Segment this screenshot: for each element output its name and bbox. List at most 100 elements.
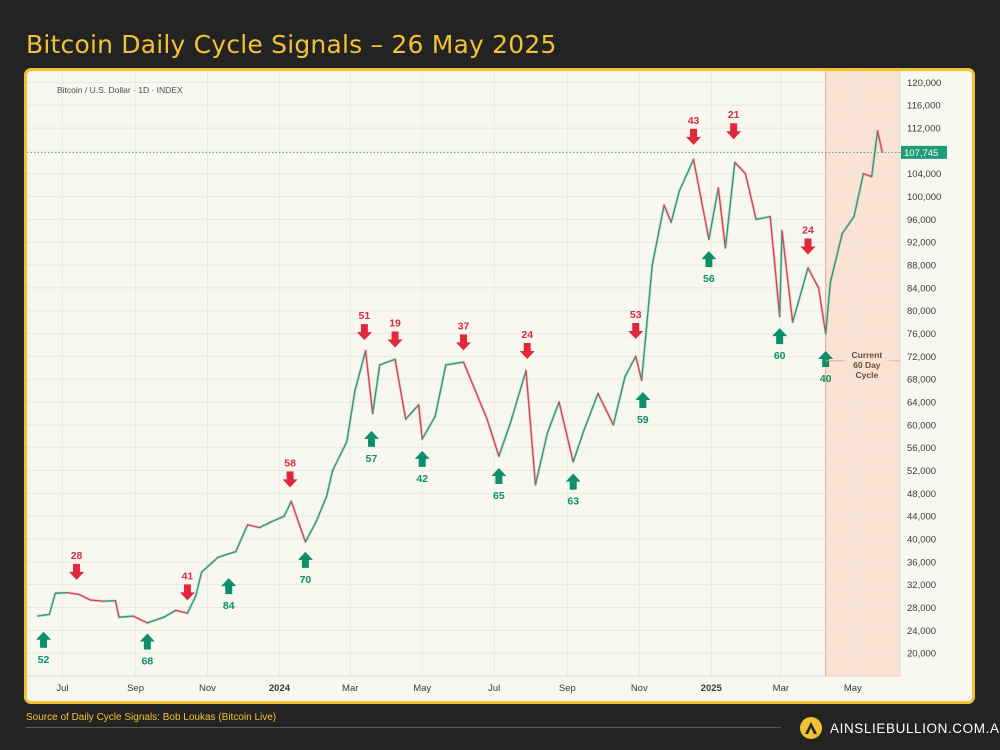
buy-arrow-shape: [491, 467, 507, 484]
buy-signal-arrow-icon: 65: [491, 467, 507, 502]
price-segment: [174, 609, 189, 614]
price-segment: [246, 524, 261, 529]
buy-arrow-shape: [36, 631, 52, 648]
buy-signal-arrow-icon: 59: [635, 392, 651, 426]
x-tick-label: May: [844, 683, 862, 694]
sell-arrow-shape: [628, 322, 644, 339]
sell-arrow-shape: [356, 324, 372, 341]
x-tick-label: 2025: [701, 683, 723, 694]
buy-signal-label: 84: [223, 600, 235, 612]
x-tick-label: Jul: [56, 683, 68, 694]
price-segment: [791, 267, 809, 323]
price-segment: [394, 358, 407, 420]
buy-signal-label: 57: [366, 453, 378, 465]
buy-signal-arrow-icon: 52: [36, 631, 52, 666]
x-tick-label: Nov: [199, 683, 216, 694]
x-tick-label: Sep: [127, 683, 144, 694]
price-segment: [290, 500, 307, 543]
cycle-band-label: Cycle: [855, 370, 878, 380]
y-tick-label: 112,000: [907, 124, 941, 135]
y-tick-label: 104,000: [907, 169, 941, 180]
last-price-label: 107,745: [904, 148, 938, 159]
y-tick-label: 100,000: [907, 192, 941, 203]
buy-signal-label: 68: [141, 655, 153, 667]
y-tick-label: 56,000: [907, 443, 936, 454]
price-segment: [325, 469, 334, 497]
price-segment: [486, 418, 500, 457]
y-tick-label: 116,000: [907, 101, 941, 112]
brand-link[interactable]: AINSLIEBULLION.COM.AU: [800, 715, 1000, 741]
price-segment: [146, 616, 165, 624]
price-segment: [200, 556, 219, 573]
price-segment: [346, 389, 356, 443]
price-segment: [778, 230, 783, 318]
price-segment: [66, 591, 80, 596]
price-segment: [498, 421, 512, 457]
price-segment: [217, 550, 237, 558]
sell-signal-arrow-icon: 24: [800, 224, 816, 255]
sell-signal-arrow-icon: 37: [456, 320, 471, 351]
buy-signal-arrow-icon: 56: [701, 251, 717, 285]
price-segment: [283, 500, 292, 517]
y-tick-label: 68,000: [907, 375, 936, 386]
price-segment: [781, 230, 794, 323]
y-tick-label: 24,000: [907, 626, 936, 637]
cycle-band-label: 60 Day: [853, 360, 881, 370]
sell-signal-label: 53: [630, 309, 642, 321]
sell-signal-label: 51: [359, 310, 371, 322]
buy-signal-arrow-icon: 84: [221, 578, 237, 612]
sell-arrow-shape: [69, 563, 85, 580]
price-segment: [678, 158, 695, 192]
price-segment: [90, 599, 105, 602]
buy-arrow-shape: [414, 450, 430, 467]
price-segment: [841, 215, 855, 235]
y-tick-label: 80,000: [907, 306, 936, 317]
cycle-band: [825, 71, 900, 676]
sell-signal-arrow-icon: 53: [628, 309, 644, 339]
price-segment: [870, 130, 879, 178]
price-segment: [195, 571, 203, 597]
price-segment: [417, 404, 423, 440]
price-segment: [635, 355, 643, 382]
x-tick-label: May: [413, 683, 431, 694]
price-segment: [434, 364, 447, 418]
sell-signal-label: 21: [728, 109, 740, 121]
buy-arrow-shape: [772, 328, 788, 345]
buy-signal-arrow-icon: 42: [414, 450, 430, 485]
price-segment: [118, 615, 134, 618]
price-segment: [829, 232, 843, 283]
sell-signal-arrow-icon: 51: [356, 310, 372, 341]
sell-arrow-shape: [686, 128, 702, 145]
price-segment: [379, 358, 396, 366]
price-segment: [186, 595, 197, 614]
price-segment: [862, 173, 873, 178]
sell-arrow-shape: [387, 331, 403, 348]
price-segment: [640, 264, 653, 382]
y-tick-label: 32,000: [907, 580, 936, 591]
x-tick-label: Jul: [488, 683, 500, 694]
price-segment: [525, 369, 537, 486]
chart-title: Bitcoin / U.S. Dollar · 1D · INDEX: [57, 85, 183, 95]
y-tick-label: 120,000: [907, 78, 941, 89]
sell-signal-arrow-icon: 24: [519, 329, 535, 359]
price-segment: [663, 204, 672, 223]
buy-signal-arrow-icon: 57: [363, 430, 379, 465]
sell-signal-arrow-icon: 43: [686, 115, 702, 145]
footer-divider: [26, 727, 781, 728]
price-segment: [509, 369, 527, 423]
price-segment: [163, 609, 177, 618]
price-segment: [371, 364, 381, 415]
buy-signal-label: 65: [493, 490, 505, 502]
sell-arrow-shape: [726, 123, 742, 140]
sell-signal-label: 24: [802, 224, 814, 236]
y-tick-label: 28,000: [907, 603, 936, 614]
chart-frame: 20,000 24,000 28,000 32,000 36,000 40,000 44,0…: [24, 68, 975, 704]
price-segment: [597, 392, 615, 426]
price-segment: [755, 215, 771, 221]
y-tick-label: 60,000: [907, 420, 936, 431]
x-tick-label: 2024: [269, 683, 291, 694]
price-segment: [769, 215, 781, 318]
price-segment: [534, 432, 548, 486]
sell-signal-arrow-icon: 28: [69, 550, 85, 580]
y-tick-label: 92,000: [907, 238, 936, 249]
